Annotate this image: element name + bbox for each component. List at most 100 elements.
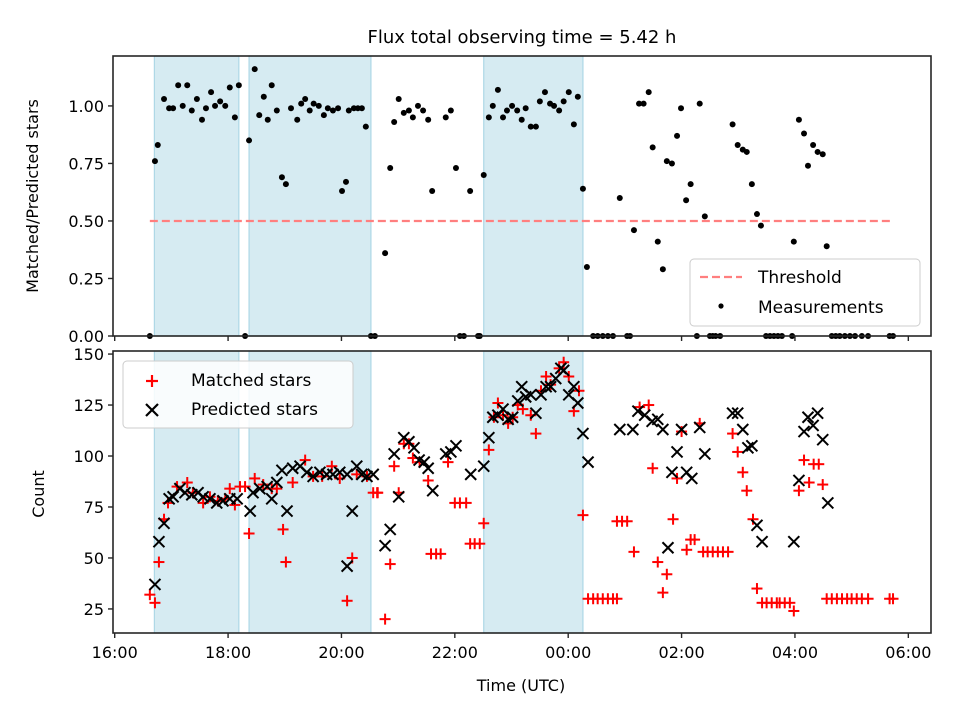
predicted-star-point <box>265 492 278 506</box>
x-b <box>792 474 806 487</box>
measurement-point <box>522 105 529 112</box>
measurement-points <box>146 66 897 339</box>
x-b <box>392 490 405 503</box>
top-legend: Threshold Measurements <box>689 258 921 327</box>
predicted-star-point <box>544 380 557 393</box>
measurement-point <box>302 96 309 103</box>
predicted-star-point <box>286 462 299 475</box>
x-b <box>534 388 548 402</box>
measurement-point <box>395 96 402 103</box>
predicted-star-point <box>797 425 811 438</box>
predicted-star-point <box>661 541 675 554</box>
matched-star-point <box>530 428 542 440</box>
x-b <box>203 492 217 506</box>
x-b <box>515 380 528 393</box>
measurement-point <box>480 171 487 178</box>
x-b <box>300 466 314 479</box>
measurement-point <box>362 123 369 130</box>
measurement-point <box>795 116 802 123</box>
measurement-point <box>489 102 496 109</box>
x-b <box>562 388 575 402</box>
predicted-star-point <box>741 441 755 455</box>
top-y-ticks: 0.00 0.25 0.50 0.75 1.00 <box>68 97 113 346</box>
predicted-star-point <box>203 492 217 506</box>
bottom-panel: 25 50 75 100 125 150 16:00 18:00 20:00 22:00 00:0… <box>29 345 932 695</box>
measurement-point <box>154 142 161 149</box>
x-b <box>449 439 463 453</box>
x-b <box>340 559 354 573</box>
measurement-point <box>387 165 394 172</box>
matched-star-point <box>887 593 899 605</box>
x-b <box>340 468 354 481</box>
measurement-point <box>668 160 675 167</box>
x-b <box>355 468 369 481</box>
x-b <box>148 578 162 591</box>
x-b <box>755 535 769 548</box>
matched-star-point <box>492 397 504 409</box>
predicted-star-point <box>426 484 439 497</box>
measurement-point <box>500 114 507 121</box>
measurement-point <box>649 144 656 151</box>
x-tick-label: 04:00 <box>772 643 818 662</box>
bottom-y-axis-label: Count <box>29 470 48 518</box>
predicted-star-point <box>787 535 801 548</box>
measurement-point <box>315 102 322 109</box>
measurement-point <box>409 114 416 121</box>
legend-threshold-label: Threshold <box>757 268 842 288</box>
predicted-star-point <box>613 423 626 436</box>
predicted-star-point <box>626 423 640 436</box>
x-b <box>306 470 320 483</box>
measurement-point <box>222 102 229 109</box>
measurement-point <box>329 107 336 114</box>
y-tick-label: 1.00 <box>68 97 104 116</box>
x-b <box>243 504 257 518</box>
matched-star-point <box>351 468 363 480</box>
x-b <box>680 466 693 479</box>
legend-matched-swatch <box>146 375 158 387</box>
measurement-point <box>442 114 449 121</box>
bottom-legend-box <box>122 360 354 429</box>
matched-star-point <box>803 477 815 489</box>
predicted-star-point <box>736 423 750 436</box>
measurement-point <box>345 107 352 114</box>
measurement-point <box>518 116 525 123</box>
x-b <box>265 492 278 506</box>
measurement-point <box>391 119 398 126</box>
x-b <box>576 427 590 440</box>
matched-star-point <box>239 481 251 493</box>
measurement-point <box>734 142 741 149</box>
matched-star-point <box>422 474 434 486</box>
predicted-star-point <box>148 578 162 591</box>
matched-star-point <box>722 546 734 558</box>
matched-star-point <box>277 523 289 535</box>
predicted-star-point <box>675 423 688 436</box>
matched-star-point <box>563 370 575 382</box>
measurement-point <box>729 121 736 128</box>
matched-star-point <box>788 605 800 617</box>
matched-star-point <box>667 513 679 525</box>
predicted-star-point <box>253 482 267 495</box>
predicted-star-point <box>326 468 340 481</box>
matched-star-point <box>737 466 749 478</box>
x-b <box>421 462 435 475</box>
predicted-star-point <box>811 406 824 420</box>
matched-star-point <box>577 509 589 521</box>
x-b <box>286 462 299 475</box>
matched-star-point <box>628 546 640 558</box>
x-b <box>750 519 764 532</box>
measurement-point <box>743 148 750 155</box>
predicted-star-point <box>346 504 359 518</box>
measurement-point <box>202 105 209 112</box>
predicted-star-point <box>246 486 260 499</box>
measurement-point <box>819 151 826 158</box>
measurement-point <box>659 266 666 273</box>
measurement-point <box>282 181 289 188</box>
measurement-point <box>551 102 558 109</box>
predicted-star-point <box>524 388 537 402</box>
x-b <box>539 380 553 393</box>
x-b <box>557 364 570 377</box>
matched-star-point <box>379 613 391 625</box>
predicted-star-point <box>745 439 759 453</box>
x-b <box>366 468 380 481</box>
